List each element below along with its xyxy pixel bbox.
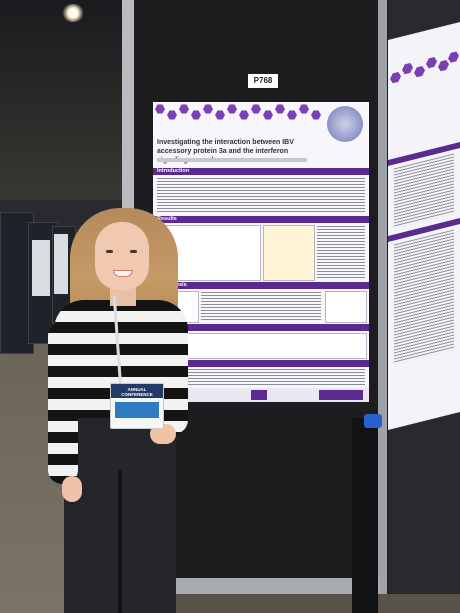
hex-decoration (287, 110, 297, 120)
ceiling-lamp (62, 4, 84, 22)
introduction-text (157, 178, 365, 212)
person-right-eye (130, 250, 137, 253)
section-introduction-label: Introduction (157, 168, 190, 174)
conference-badge: ANNUAL CONFERENCE (110, 383, 164, 429)
board-number-label: P768 (248, 74, 278, 88)
section-bar (153, 216, 369, 223)
person-face (95, 222, 149, 290)
section-results-label: Results (157, 216, 177, 222)
neighbor-poster (388, 22, 460, 431)
hex-decoration (426, 56, 437, 70)
blot-panel (157, 333, 367, 359)
person-right-arm (160, 322, 188, 434)
hex-decoration (402, 62, 413, 76)
society-logo (319, 390, 363, 400)
section-bar (153, 324, 369, 331)
hall-ceiling (0, 0, 135, 200)
hex-decoration (155, 104, 165, 114)
results-text (317, 226, 365, 278)
hex-decoration (215, 110, 225, 120)
hex-decoration (414, 65, 425, 79)
research-poster: Investigating the interaction between IB… (153, 102, 369, 402)
badge-header (111, 384, 163, 398)
hex-decoration (299, 104, 309, 114)
hex-decoration (203, 104, 213, 114)
hex-decoration (167, 110, 177, 120)
results-table-panel (263, 225, 315, 281)
person-right-hand (150, 424, 176, 444)
hex-decoration (275, 104, 285, 114)
hex-decoration (227, 104, 237, 114)
conclusion-text (157, 369, 365, 385)
badge-label: ANNUAL CONFERENCE (121, 387, 153, 397)
tripod-cap (364, 414, 382, 428)
floor (130, 594, 460, 613)
neighbor-poster-text (394, 229, 454, 365)
section-bar (153, 282, 369, 289)
hex-decoration (179, 104, 189, 114)
badge-name-strip (115, 402, 159, 418)
section-bar (153, 360, 369, 367)
background-sign (32, 240, 50, 296)
hypothesis-image-panel (325, 291, 367, 323)
hypothesis-text (201, 292, 321, 320)
background-sign (54, 234, 68, 294)
section-bar (153, 168, 369, 175)
institution-logo (251, 390, 267, 400)
board-frame-bottom (150, 578, 380, 594)
neighbor-poster-text (394, 153, 454, 229)
hex-decoration (438, 59, 449, 73)
poster-authors-line (157, 158, 307, 162)
tripod-stand (352, 418, 378, 613)
hex-decoration (239, 110, 249, 120)
hex-decoration (448, 50, 459, 64)
person-left-hand (62, 476, 82, 502)
hex-decoration (191, 110, 201, 120)
virus-illustration (327, 106, 363, 142)
person-left-eye (106, 250, 113, 253)
hex-decoration (390, 71, 401, 85)
hex-decoration (251, 104, 261, 114)
board-frame-right (378, 0, 387, 613)
hex-decoration (263, 110, 273, 120)
pants-leg-gap (118, 470, 122, 613)
hex-decoration (311, 110, 321, 120)
